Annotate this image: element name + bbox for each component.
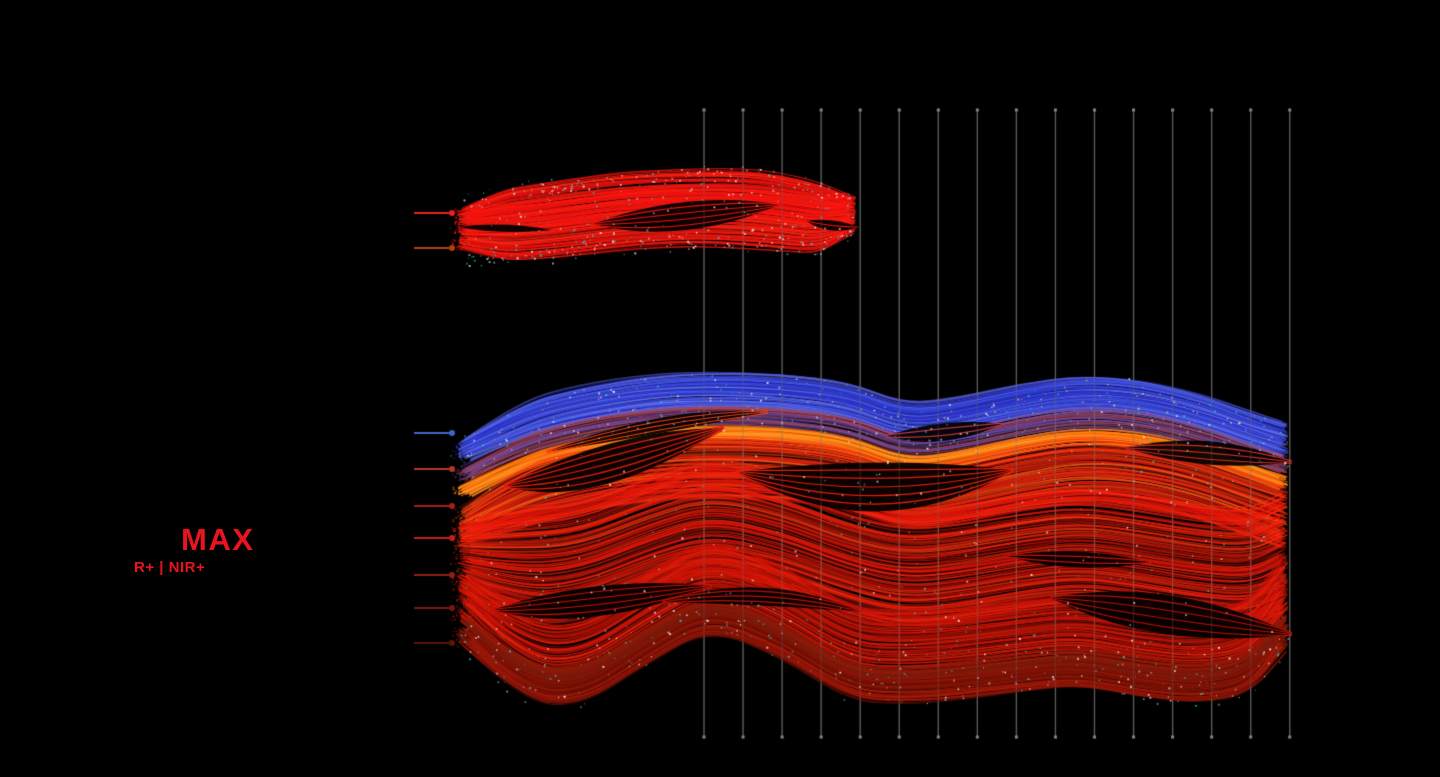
flow-chart-canvas [0,0,1440,777]
spectral-flow-visualization: MAX R+ | NIR+ [0,0,1440,777]
